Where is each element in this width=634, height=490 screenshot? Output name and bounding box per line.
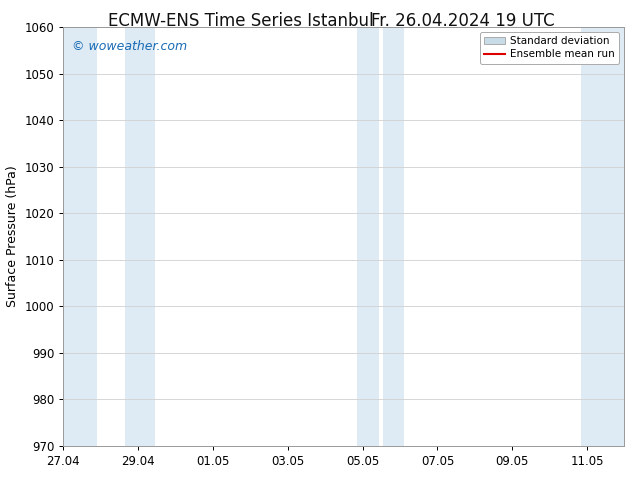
Bar	[383, 27, 404, 446]
Bar	[581, 27, 624, 446]
Bar	[63, 27, 97, 446]
Bar	[357, 27, 380, 446]
Y-axis label: Surface Pressure (hPa): Surface Pressure (hPa)	[6, 166, 19, 307]
Legend: Standard deviation, Ensemble mean run: Standard deviation, Ensemble mean run	[480, 32, 619, 64]
Text: © woweather.com: © woweather.com	[72, 40, 187, 52]
Text: Fr. 26.04.2024 19 UTC: Fr. 26.04.2024 19 UTC	[371, 12, 555, 30]
Text: ECMW-ENS Time Series Istanbul: ECMW-ENS Time Series Istanbul	[108, 12, 373, 30]
Bar	[125, 27, 155, 446]
